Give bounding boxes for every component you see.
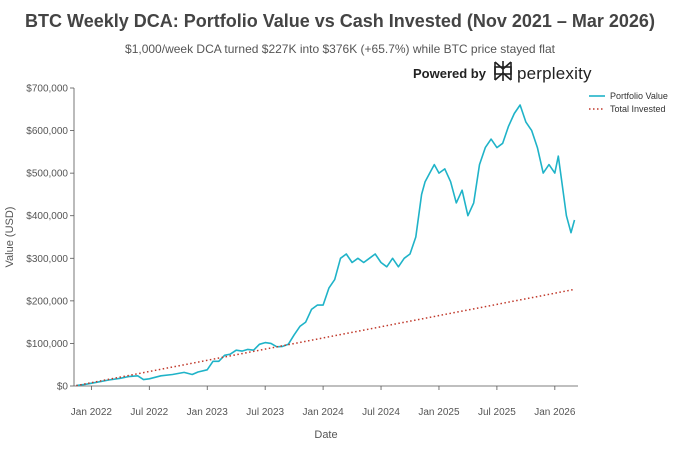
x-axis-label: Date [314,429,337,441]
y-axis-label: Value (USD) [4,207,16,268]
x-tick-label: Jul 2024 [362,407,400,418]
x-tick-label: Jan 2025 [418,407,460,418]
perplexity-logo-icon [493,60,513,87]
y-tick-label: $500,000 [26,169,68,180]
x-tick-label: Jan 2023 [187,407,229,418]
x-tick-label: Jul 2025 [478,407,516,418]
chart-subtitle: $1,000/week DCA turned $227K into $376K … [125,42,555,56]
legend-label: Total Invested [610,104,666,114]
x-tick-label: Jan 2026 [534,407,576,418]
legend-label: Portfolio Value [610,91,668,101]
y-tick-label: $400,000 [26,211,68,222]
portfolio-value-line [76,104,576,387]
y-tick-label: $0 [57,382,69,393]
total-invested-line [76,288,575,387]
y-tick-label: $100,000 [26,339,68,350]
x-tick-label: Jul 2023 [246,407,284,418]
x-tick-label: Jan 2022 [71,407,113,418]
x-tick-label: Jan 2024 [303,407,345,418]
y-tick-label: $200,000 [26,296,68,307]
y-tick-label: $600,000 [26,126,68,137]
perplexity-brand-text: perplexity [516,63,592,83]
x-tick-label: Jul 2022 [130,407,168,418]
chart-title: BTC Weekly DCA: Portfolio Value vs Cash … [25,11,655,31]
y-tick-label: $300,000 [26,254,68,265]
y-tick-label: $700,000 [26,84,68,95]
powered-by-label: Powered by [413,66,486,81]
powered-by-badge: Powered by perplexity [413,60,592,87]
